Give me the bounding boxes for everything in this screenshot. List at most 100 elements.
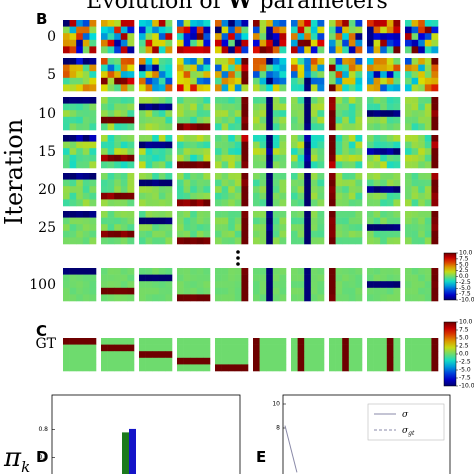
heatmap-cell — [373, 84, 381, 92]
heatmap-cell — [152, 186, 160, 194]
heatmap-cell — [120, 26, 128, 34]
heatmap-cell — [304, 33, 312, 41]
heatmap-cell — [386, 64, 394, 72]
heatmap-cell — [393, 64, 401, 72]
heatmap-cell — [297, 364, 305, 372]
heatmap-cell — [145, 179, 153, 187]
heatmap-cell — [380, 237, 388, 245]
heatmap-cell — [114, 338, 122, 345]
heatmap-cell — [63, 364, 70, 372]
heatmap-cell — [342, 123, 350, 131]
heatmap-cell — [107, 179, 115, 187]
heatmap-cell — [241, 192, 249, 200]
heatmap-cell — [393, 58, 401, 65]
heatmap-cell — [165, 148, 173, 156]
heatmap-cell — [335, 281, 343, 289]
heatmap-cell — [348, 237, 356, 245]
heatmap-cell — [380, 77, 388, 85]
heatmap-cell — [355, 110, 363, 118]
heatmap-cell — [228, 20, 236, 27]
heatmap — [139, 20, 173, 54]
heatmap-cell — [348, 141, 356, 149]
heatmap-cell — [291, 294, 298, 302]
heatmap-cell — [228, 39, 236, 47]
heatmap-cell — [431, 364, 439, 372]
heatmap-cell — [89, 39, 97, 47]
heatmap-cell — [152, 287, 160, 295]
heatmap-cell — [291, 281, 298, 289]
heatmap-cell — [221, 199, 229, 207]
line — [284, 425, 298, 473]
heatmap-cell — [82, 179, 90, 187]
heatmap-cell — [82, 237, 90, 245]
heatmap-cell — [431, 268, 439, 275]
heatmap-cell — [304, 199, 312, 207]
heatmap-cell — [152, 211, 160, 218]
heatmap-cell — [348, 294, 356, 302]
heatmap-cell — [310, 274, 318, 282]
heatmap-cell — [259, 224, 267, 232]
heatmap-cell — [342, 71, 350, 79]
heatmap-cell — [63, 268, 70, 275]
heatmap-cell — [411, 97, 419, 104]
heatmap-cell — [82, 110, 90, 118]
heatmap-cell — [335, 77, 343, 85]
heatmap-cell — [203, 237, 211, 245]
heatmap-cell — [196, 135, 204, 142]
heatmap-cell — [342, 351, 350, 359]
heatmap-cell — [253, 26, 260, 34]
heatmap-cell — [89, 351, 97, 359]
heatmap-cell — [355, 274, 363, 282]
heatmap-cell — [145, 161, 153, 169]
heatmap-cell — [177, 26, 184, 34]
heatmap-cell — [335, 268, 343, 275]
heatmap-cell — [177, 179, 184, 187]
heatmap-cell — [342, 161, 350, 169]
heatmap-cell — [259, 141, 267, 149]
heatmap-cell — [424, 186, 432, 194]
heatmap-cell — [291, 179, 298, 187]
heatmap-cell — [342, 20, 350, 27]
heatmap-cell — [418, 135, 426, 142]
heatmap-cell — [411, 192, 419, 200]
heatmap-cell — [342, 103, 350, 111]
heatmap-cell — [424, 154, 432, 162]
heatmap-cell — [228, 224, 236, 232]
heatmap-cell — [279, 71, 287, 79]
row-label: 20 — [38, 182, 56, 198]
heatmap-cell — [69, 64, 77, 72]
heatmap-cell — [241, 46, 249, 54]
heatmap — [253, 268, 287, 302]
heatmap-cell — [139, 103, 146, 111]
heatmap-cell — [196, 110, 204, 118]
heatmap-cell — [165, 230, 173, 238]
heatmap-cell — [183, 338, 191, 345]
heatmap-cell — [291, 71, 298, 79]
heatmap-cell — [411, 33, 419, 41]
heatmap-cell — [215, 148, 222, 156]
heatmap-cell — [367, 357, 374, 365]
heatmap-cell — [101, 58, 108, 65]
heatmap-cell — [177, 230, 184, 238]
heatmap-cell — [329, 186, 336, 194]
heatmap-cell — [405, 135, 412, 142]
heatmap-cell — [291, 103, 298, 111]
heatmap-cell — [190, 64, 198, 72]
heatmap-cell — [424, 173, 432, 180]
heatmap-cell — [411, 110, 419, 118]
heatmap-cell — [89, 154, 97, 162]
heatmap-cell — [386, 173, 394, 180]
heatmap-cell — [424, 224, 432, 232]
heatmap-cell — [418, 46, 426, 54]
heatmap-cell — [304, 224, 312, 232]
heatmap-cell — [304, 237, 312, 245]
heatmap-cell — [228, 46, 236, 54]
heatmap-cell — [221, 217, 229, 225]
heatmap-cell — [107, 281, 115, 289]
heatmap-cell — [259, 211, 267, 218]
heatmap-cell — [335, 274, 343, 282]
heatmap-cell — [386, 84, 394, 92]
heatmap-cell — [190, 217, 198, 225]
heatmap-cell — [190, 161, 198, 169]
heatmap-cell — [367, 33, 374, 41]
